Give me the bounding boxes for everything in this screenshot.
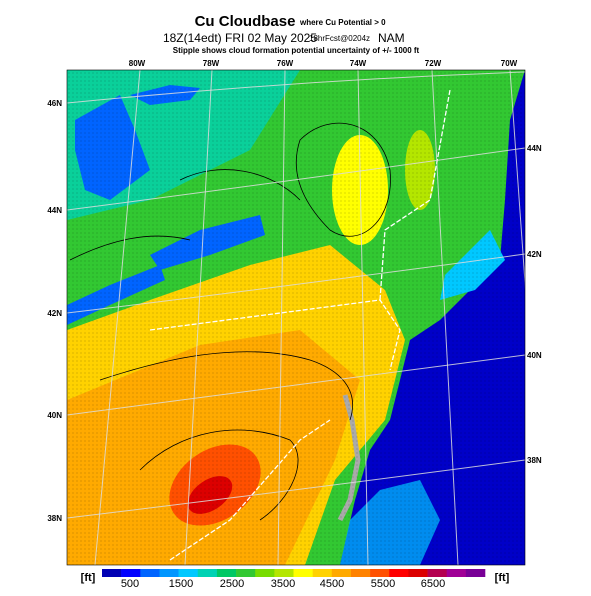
lon-label: 74W bbox=[350, 59, 367, 68]
colorbar-swatch bbox=[121, 569, 141, 577]
contour bbox=[99, 351, 353, 421]
graticule bbox=[67, 70, 525, 565]
subtitle: Stipple shows cloud formation potential … bbox=[173, 46, 420, 55]
colorbar-swatch bbox=[408, 569, 428, 577]
lat-labels-left: 46N 44N 42N 40N 38N bbox=[47, 99, 62, 523]
colorbar-label: 2500 bbox=[220, 578, 244, 590]
lat-label: 42N bbox=[527, 250, 542, 259]
lat-label: 42N bbox=[47, 309, 62, 318]
colorbar-swatch bbox=[312, 569, 333, 577]
colorbar-swatch bbox=[389, 569, 409, 577]
valid-time: 18Z(14edt) FRI 02 May 2025 bbox=[163, 31, 317, 45]
state-border bbox=[169, 419, 331, 561]
colorbar-swatch bbox=[274, 569, 294, 577]
lat-line bbox=[67, 354, 525, 416]
lon-label: 76W bbox=[277, 59, 294, 68]
lon-label: 70W bbox=[501, 59, 518, 68]
title-note: where Cu Potential > 0 bbox=[299, 18, 386, 27]
colorbar-swatch bbox=[159, 569, 179, 577]
lon-line bbox=[94, 70, 141, 565]
contour bbox=[139, 429, 299, 521]
colorbar-unit: [ft] bbox=[81, 572, 96, 584]
lon-label: 72W bbox=[425, 59, 442, 68]
colorbar-swatch bbox=[255, 569, 275, 577]
colorbar-label: 500 bbox=[121, 578, 139, 590]
lat-labels-right: 44N 42N 40N 38N bbox=[527, 144, 542, 465]
lon-line bbox=[509, 70, 525, 290]
lon-line bbox=[184, 70, 213, 565]
colorbar-label: 1500 bbox=[169, 578, 193, 590]
header: Cu Cloudbase where Cu Potential > 0 18Z(… bbox=[163, 13, 420, 55]
colorbar-swatch bbox=[216, 569, 237, 577]
lon-line bbox=[357, 70, 369, 565]
lon-line bbox=[431, 70, 459, 565]
lat-label: 38N bbox=[527, 456, 542, 465]
title: Cu Cloudbase bbox=[195, 13, 296, 30]
lat-label: 40N bbox=[47, 411, 62, 420]
map bbox=[67, 70, 525, 565]
colorbar-swatch bbox=[350, 569, 371, 577]
colorbar-swatch bbox=[331, 569, 352, 577]
lon-line bbox=[277, 70, 286, 565]
colorbar-swatch bbox=[465, 569, 486, 577]
colorbar-label: 5500 bbox=[371, 578, 395, 590]
lat-label: 44N bbox=[47, 206, 62, 215]
colorbar-swatch bbox=[370, 569, 390, 577]
forecast: 18hrFcst@0204z bbox=[309, 34, 370, 43]
state-border bbox=[149, 89, 451, 371]
contour bbox=[179, 169, 301, 201]
colorbar-swatch bbox=[427, 569, 447, 577]
contour bbox=[295, 122, 391, 237]
lat-label: 46N bbox=[47, 99, 62, 108]
lat-line bbox=[67, 147, 525, 211]
colorbar-swatch bbox=[197, 569, 218, 577]
lon-labels: 80W 78W 76W 74W 72W 70W bbox=[129, 59, 518, 68]
colorbar-swatch bbox=[293, 569, 313, 577]
colorbar-swatch bbox=[236, 569, 256, 577]
lat-line bbox=[67, 459, 525, 519]
lat-line bbox=[67, 253, 525, 314]
lat-label: 38N bbox=[47, 514, 62, 523]
lat-label: 40N bbox=[527, 351, 542, 360]
colorbar-swatch bbox=[178, 569, 199, 577]
lat-label: 44N bbox=[527, 144, 542, 153]
colorbar-label: 6500 bbox=[421, 578, 445, 590]
lat-line bbox=[67, 71, 525, 104]
contour bbox=[69, 235, 191, 261]
model: NAM bbox=[378, 31, 405, 45]
colorbar-label: 4500 bbox=[320, 578, 344, 590]
colorbar: [ft] [ft] 500 1500 2500 3500 4500 5500 6500 bbox=[81, 569, 510, 590]
colorbar-swatch bbox=[140, 569, 160, 577]
colorbar-swatch bbox=[102, 569, 122, 577]
colorbar-unit: [ft] bbox=[495, 572, 510, 584]
lon-label: 78W bbox=[203, 59, 220, 68]
stipple bbox=[67, 70, 525, 565]
lon-label: 80W bbox=[129, 59, 146, 68]
map-frame bbox=[66, 69, 526, 566]
colorbar-swatch bbox=[446, 569, 467, 577]
colorbar-label: 3500 bbox=[271, 578, 295, 590]
